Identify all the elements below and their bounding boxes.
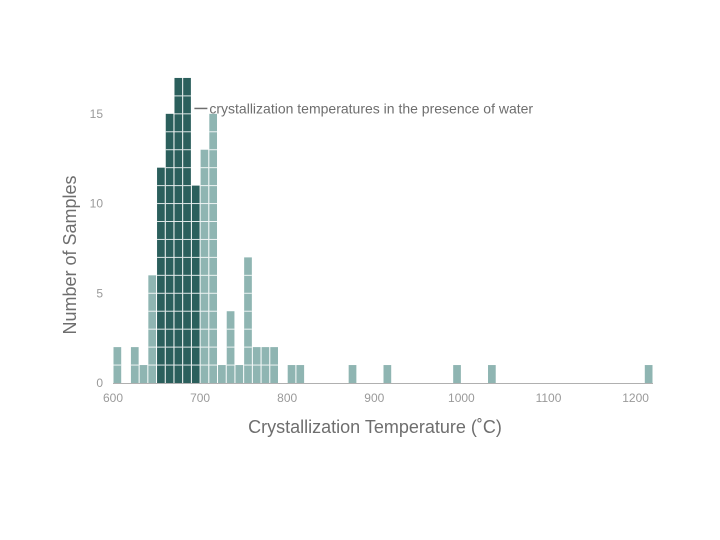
histogram-bars [113,77,653,383]
annotation-label: crystallization temperatures in the pres… [209,100,533,116]
histogram-bar [218,365,226,383]
y-tick-label: 0 [96,376,103,390]
histogram-bar [130,347,139,383]
histogram-bar [244,257,252,383]
histogram-bar [488,365,496,383]
histogram-bar [644,365,653,383]
histogram-bar [174,77,183,383]
histogram-bar [209,113,218,383]
histogram-bar [139,365,148,383]
histogram-bar [183,77,191,383]
y-tick-label: 15 [90,107,104,121]
x-tick-labels: 600 700 800 900 1000 1100 1200 [103,391,649,405]
histogram-bar [261,347,270,383]
x-tick-label: 800 [277,391,297,405]
x-tick-label: 700 [190,391,210,405]
x-axis-title: Crystallization Temperature (˚C) [248,417,502,437]
y-tick-label: 5 [96,286,103,300]
histogram-bar [235,365,244,383]
histogram-bar [226,311,235,383]
histogram-bar [383,365,392,383]
histogram-bar [252,347,261,383]
y-axis-title: Number of Samples [60,175,80,334]
histogram-bar [200,149,209,383]
histogram-bar [113,347,122,383]
x-tick-label: 1000 [448,391,475,405]
x-tick-label: 1200 [622,391,649,405]
y-tick-label: 10 [90,197,104,211]
y-tick-labels: 0 5 10 15 [90,107,104,390]
histogram-bar [157,167,165,383]
histogram-bar [191,185,200,383]
histogram-bar [348,365,357,383]
x-tick-label: 1100 [536,391,562,405]
histogram-bar [453,365,461,383]
histogram-bar [296,365,305,383]
histogram-bar [287,365,296,383]
x-tick-label: 900 [364,391,384,405]
histogram-bar [165,113,174,383]
histogram-bar [148,275,157,383]
x-tick-label: 600 [103,391,123,405]
histogram-bar [270,347,278,383]
